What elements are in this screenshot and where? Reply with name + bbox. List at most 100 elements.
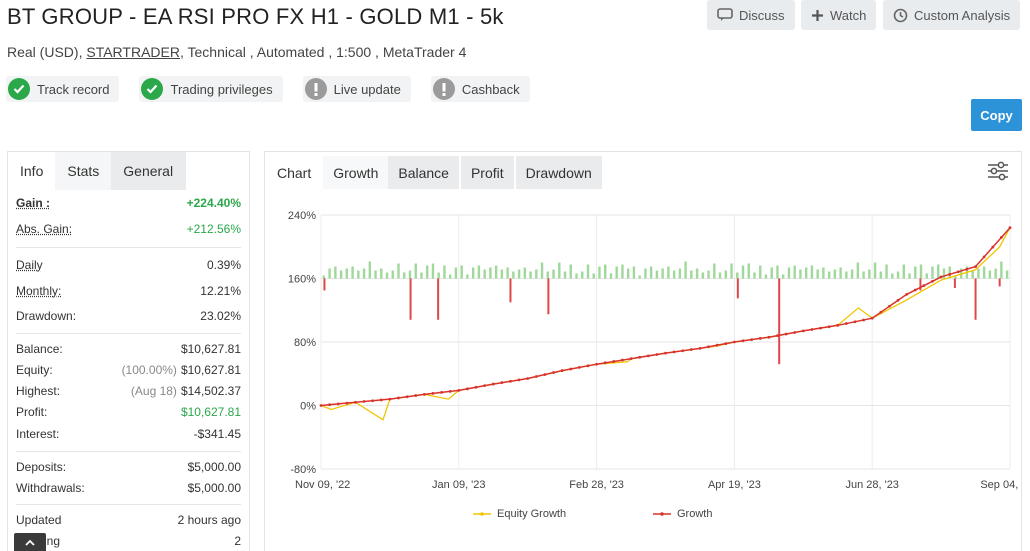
profit-bar (804, 267, 808, 279)
profit-bar (741, 265, 745, 279)
growth-point (724, 342, 728, 345)
profit-bar (638, 275, 641, 279)
profit-bar (776, 265, 779, 279)
badge-track-record[interactable]: Track record (6, 76, 120, 102)
growth-point (379, 398, 383, 402)
stat-label[interactable]: Gain : (16, 196, 51, 210)
tab-drawdown[interactable]: Drawdown (515, 156, 602, 189)
stat-value: 23.02% (200, 309, 241, 323)
stat-daily: Daily 0.39% (16, 252, 241, 278)
legend-equity-growth[interactable]: Equity Growth (473, 508, 566, 520)
stat-note: (Aug 18) (130, 383, 177, 398)
growth-point (931, 279, 934, 283)
stats-list: Gain : +224.40% Abs. Gain: +212.56% Dail… (8, 190, 249, 551)
stat-abs-gain: Abs. Gain: +212.56% (16, 216, 241, 242)
tab-balance[interactable]: Balance (388, 156, 459, 189)
profit-bar (971, 270, 974, 279)
badge-cashback[interactable]: Cashback (430, 76, 530, 102)
stat-label[interactable]: Monthly: (16, 284, 62, 298)
profit-bar (529, 271, 532, 279)
badge-live-update[interactable]: Live update (302, 76, 411, 102)
broker-link[interactable]: STARTRADER (86, 44, 180, 60)
profit-bar (845, 271, 848, 279)
growth-point (629, 357, 633, 361)
settings-sliders-icon[interactable] (987, 161, 1009, 186)
stat-equity: Equity: (100.00%) $10,627.81 (16, 359, 241, 380)
profit-bar (799, 269, 802, 279)
stats-tabs: Info Stats General (8, 152, 249, 190)
stat-withdrawals: Withdrawals: $5,000.00 (16, 477, 241, 499)
profit-bar (374, 270, 377, 279)
badge-label: Cashback (461, 81, 520, 97)
stat-profit: Profit: $10,627.81 (16, 401, 241, 422)
chart-label: Chart (265, 156, 324, 189)
stat-label: Equity: (16, 362, 53, 377)
scroll-to-top-button[interactable] (14, 533, 46, 551)
stat-value: 12.21% (200, 284, 241, 298)
x-tick-label: Sep 04, '23 (980, 479, 1021, 491)
profit-bar (621, 264, 624, 279)
stat-value: $14,502.37 (180, 383, 241, 398)
profit-bar (454, 267, 458, 279)
tab-info[interactable]: Info (8, 152, 56, 190)
profit-bar (672, 270, 676, 279)
growth-point (810, 328, 814, 331)
growth-point (328, 403, 332, 407)
profit-bar (753, 272, 756, 279)
legend-growth[interactable]: Growth (653, 508, 712, 520)
profit-bar (426, 265, 429, 279)
growth-point (646, 354, 650, 358)
growth-point (319, 404, 323, 407)
tab-general[interactable]: General (111, 152, 187, 190)
profit-bar (552, 269, 555, 279)
badge-trading-privileges[interactable]: Trading privileges (139, 76, 283, 102)
profit-bar (609, 273, 613, 279)
y-tick-label: 0% (300, 401, 316, 413)
growth-point (982, 255, 986, 259)
profit-bar (902, 264, 905, 279)
profit-bar (816, 269, 819, 279)
profit-bar (977, 268, 980, 279)
stat-label: Updated (16, 512, 62, 527)
watch-button[interactable]: Watch (801, 0, 877, 30)
growth-chart[interactable]: 240% 160% 80% 0% -80% Nov 09, '22 Jan 09, '23 F… (265, 197, 1021, 502)
profit-bar (822, 267, 825, 279)
watch-label: Watch (830, 7, 867, 23)
stat-value: 0.39% (206, 258, 241, 272)
growth-point (956, 270, 960, 274)
growth-point (457, 389, 461, 392)
copy-button[interactable]: Copy (971, 99, 1022, 131)
profit-bar (626, 268, 630, 279)
custom-analysis-button[interactable]: Custom Analysis (883, 0, 1021, 30)
profit-bar (885, 264, 888, 279)
check-icon (8, 78, 30, 100)
profit-bar (782, 274, 785, 279)
growth-point (517, 378, 521, 382)
divider (16, 333, 241, 334)
profit-bar (839, 267, 842, 279)
growth-point (672, 350, 676, 354)
stat-value: +224.40% (186, 196, 241, 210)
profit-bar (736, 272, 739, 279)
tab-growth[interactable]: Growth (323, 156, 389, 189)
stat-label[interactable]: Daily (16, 258, 43, 272)
stat-label[interactable]: Abs. Gain: (16, 222, 73, 236)
stat-label: Balance: (16, 341, 63, 356)
growth-point (836, 323, 840, 327)
growth-point (483, 384, 487, 388)
growth-point (879, 310, 883, 314)
badge-label: Live update (333, 81, 401, 97)
divider (16, 504, 241, 505)
growth-point (612, 360, 616, 363)
exclamation-icon (304, 78, 327, 100)
growth-point (991, 245, 995, 249)
tab-stats[interactable]: Stats (55, 152, 112, 190)
legend-label: Growth (677, 508, 713, 520)
tab-profit[interactable]: Profit (460, 156, 514, 189)
growth-point (776, 334, 779, 338)
discuss-button[interactable]: Discuss (707, 0, 795, 30)
loss-bar (953, 278, 956, 289)
profit-bar (908, 273, 911, 279)
growth-point (345, 401, 349, 405)
profit-bar (575, 273, 578, 279)
